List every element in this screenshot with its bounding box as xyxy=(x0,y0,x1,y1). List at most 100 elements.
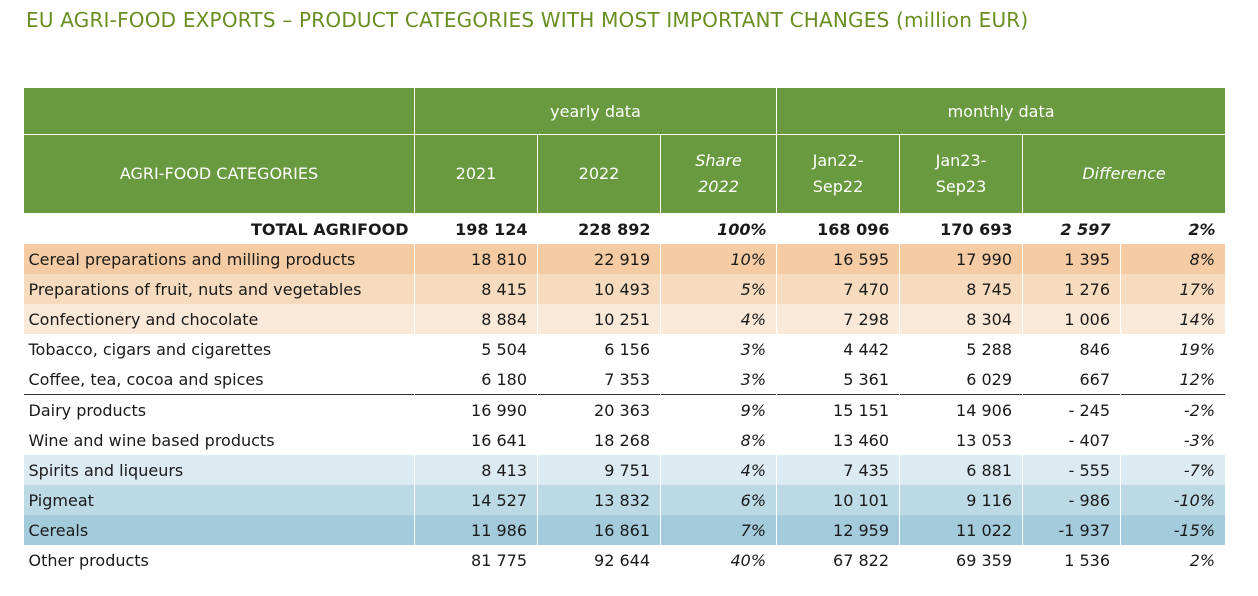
cell-category: Preparations of fruit, nuts and vegetabl… xyxy=(23,274,415,304)
cell-jan22: 10 101 xyxy=(776,485,901,515)
header-jan22-line2: Sep22 xyxy=(812,177,864,196)
cell-share: 3% xyxy=(660,364,778,395)
cell-jan23: 11 022 xyxy=(899,515,1024,545)
cell-diff-pct: 2% xyxy=(1120,545,1227,575)
table-row: Pigmeat 14 527 13 832 6% 10 101 9 116- 986 -10… xyxy=(23,485,1227,515)
cell-category: Cereals xyxy=(23,515,415,545)
cell-share: 10% xyxy=(660,244,778,274)
cell-jan23: 14 906 xyxy=(899,394,1024,425)
header-share-line2: 2022 xyxy=(698,177,739,196)
cell-jan22: 4 442 xyxy=(776,334,901,364)
cell-2021: 8 413 xyxy=(414,455,538,485)
cell-share: 3% xyxy=(660,334,778,364)
cell-share: 7% xyxy=(660,515,778,545)
page-title: EU AGRI-FOOD EXPORTS – PRODUCT CATEGORIE… xyxy=(26,8,1029,32)
total-jan23: 170 693 xyxy=(899,213,1023,244)
cell-jan23: 9 116 xyxy=(899,485,1024,515)
table-row: Cereals 11 986 16 861 7% 12 959 11 022 -1 937-… xyxy=(23,515,1227,545)
cell-2021: 16 641 xyxy=(414,425,538,455)
total-label: TOTAL AGRIFOOD xyxy=(23,213,415,244)
cell-jan22: 7 470 xyxy=(776,274,901,304)
cell-share: 9% xyxy=(660,394,778,425)
cell-2022: 13 832 xyxy=(537,485,661,515)
total-2021: 198 124 xyxy=(414,213,538,244)
cell-jan23: 5 288 xyxy=(899,334,1024,364)
cell-jan22: 13 460 xyxy=(776,425,901,455)
total-2022: 228 892 xyxy=(537,213,661,244)
cell-jan22: 7 435 xyxy=(776,455,901,485)
cell-category: Coffee, tea, cocoa and spices xyxy=(23,364,415,395)
cell-diff-pct: -10% xyxy=(1120,485,1227,515)
cell-category: Dairy products xyxy=(23,394,415,425)
cell-category: Wine and wine based products xyxy=(23,425,415,455)
header-share-line1: Share xyxy=(695,151,742,170)
cell-2022: 9 751 xyxy=(537,455,661,485)
header-jan23-sep23: Jan23- Sep23 xyxy=(899,134,1024,214)
table-row: Dairy products 16 990 20 363 9% 15 151 14 906… xyxy=(23,394,1227,425)
cell-2021: 6 180 xyxy=(414,364,538,395)
header-yearly-data: yearly data xyxy=(413,87,778,135)
cell-2022: 20 363 xyxy=(537,394,661,425)
table-row: Preparations of fruit, nuts and vegetabl… xyxy=(23,274,1227,304)
cell-jan23: 69 359 xyxy=(899,545,1024,575)
cell-diff-pct: 19% xyxy=(1120,334,1227,364)
cell-jan22: 16 595 xyxy=(776,244,901,274)
cell-category: Confectionery and chocolate xyxy=(23,304,415,334)
table-row: Confectionery and chocolate 8 884 10 251 4%… xyxy=(23,304,1227,334)
header-jan22-line1: Jan22- xyxy=(812,151,864,170)
cell-diff-pct: -3% xyxy=(1120,425,1227,455)
cell-diff: - 986 xyxy=(1022,485,1122,515)
cell-share: 5% xyxy=(660,274,778,304)
total-share: 100% xyxy=(660,213,777,244)
cell-diff: 1 536 xyxy=(1022,545,1122,575)
cell-diff: 846 xyxy=(1022,334,1122,364)
cell-2022: 10 493 xyxy=(537,274,661,304)
cell-diff: 1 006 xyxy=(1022,304,1122,334)
cell-2021: 8 884 xyxy=(414,304,538,334)
header-2022: 2022 xyxy=(537,134,661,214)
cell-jan22: 7 298 xyxy=(776,304,901,334)
header-difference: Difference xyxy=(1022,134,1227,214)
cell-diff: 1 276 xyxy=(1022,274,1122,304)
cell-diff: - 555 xyxy=(1022,455,1122,485)
cell-jan23: 8 745 xyxy=(899,274,1024,304)
cell-category: Spirits and liqueurs xyxy=(23,455,415,485)
cell-jan23: 6 881 xyxy=(899,455,1024,485)
cell-category: Other products xyxy=(23,545,415,575)
cell-share: 6% xyxy=(660,485,778,515)
cell-category: Pigmeat xyxy=(23,485,415,515)
header-2021: 2021 xyxy=(414,134,538,214)
cell-jan23: 17 990 xyxy=(899,244,1024,274)
exports-table: yearly data monthly data AGRI-FOOD CATEG… xyxy=(23,87,1227,575)
table-row: Wine and wine based products 16 641 18 268… xyxy=(23,425,1227,455)
cell-2021: 14 527 xyxy=(414,485,538,515)
cell-jan23: 8 304 xyxy=(899,304,1024,334)
cell-2022: 92 644 xyxy=(537,545,661,575)
header-share-2022: Share 2022 xyxy=(659,134,778,214)
header-jan23-line1: Jan23- xyxy=(935,151,987,170)
cell-2022: 16 861 xyxy=(537,515,661,545)
cell-diff-pct: 12% xyxy=(1120,364,1227,395)
cell-2021: 16 990 xyxy=(414,394,538,425)
cell-diff-pct: -15% xyxy=(1120,515,1227,545)
cell-jan23: 13 053 xyxy=(899,425,1024,455)
table-row: Cereal preparations and milling products… xyxy=(23,244,1227,274)
total-diff-pct: 2% xyxy=(1120,213,1226,244)
cell-diff-pct: 14% xyxy=(1120,304,1227,334)
cell-diff: -1 937 xyxy=(1022,515,1122,545)
table-row: Spirits and liqueurs 8 413 9 751 4% 7 435 6 8… xyxy=(23,455,1227,485)
cell-diff-pct: -7% xyxy=(1120,455,1227,485)
total-diff: 2 597 xyxy=(1022,213,1121,244)
header-jan22-sep22: Jan22- Sep22 xyxy=(776,134,901,214)
table-row: Tobacco, cigars and cigarettes 5 504 6 156… xyxy=(23,334,1227,364)
cell-2021: 8 415 xyxy=(414,274,538,304)
cell-category: Cereal preparations and milling products xyxy=(23,244,415,274)
cell-diff: - 407 xyxy=(1022,425,1122,455)
cell-2021: 81 775 xyxy=(414,545,538,575)
cell-share: 4% xyxy=(660,455,778,485)
header-blank xyxy=(23,87,415,135)
cell-2022: 22 919 xyxy=(537,244,661,274)
table-row: Other products 81 775 92 644 40% 67 822 69 35… xyxy=(23,545,1227,575)
cell-2022: 6 156 xyxy=(537,334,661,364)
cell-diff-pct: 17% xyxy=(1120,274,1227,304)
